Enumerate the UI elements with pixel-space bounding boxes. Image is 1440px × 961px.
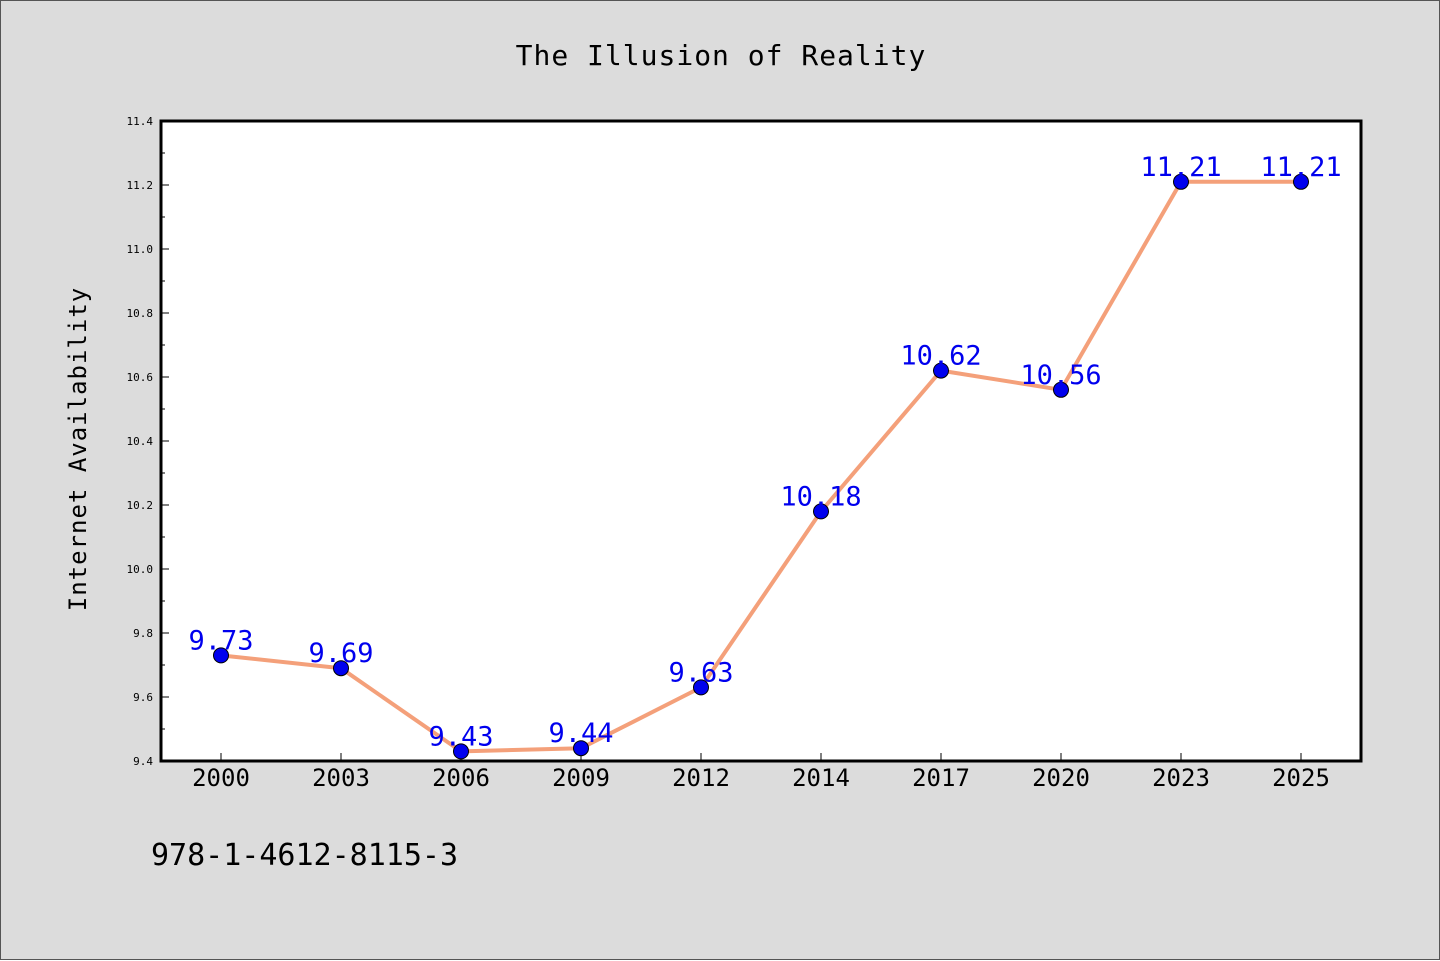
series-line [219,179,1303,754]
data-point [333,660,349,677]
data-point [933,362,949,379]
y-tick-label: 11.0 [127,243,154,256]
data-label: 11.21 [1260,152,1341,183]
y-tick-label: 9.4 [133,755,153,768]
y-tick-label: 9.8 [133,627,153,640]
y-tick-label: 10.2 [127,499,154,512]
data-label: 10.18 [780,481,861,512]
x-axis-ticks: 2000 2003 2006 2009 2012 2014 2017 2020 2023 2025 [192,753,1330,792]
y-tick-label: 10.4 [127,435,154,448]
y-tick-label: 10.8 [127,307,154,320]
data-point [453,743,469,760]
data-point [1173,173,1189,190]
data-point [1053,381,1069,398]
x-tick-label: 2003 [312,764,370,792]
y-tick-label: 9.6 [133,691,153,704]
x-tick-label: 2017 [912,764,970,792]
data-point [1293,173,1309,190]
y-axis-ticks: 9.4 9.6 9.8 10.0 10.2 10.4 10.6 10.8 11.0 11.2 11.… [127,115,169,768]
x-tick-label: 2025 [1272,764,1330,792]
y-axis-label: Internet Availability [64,287,92,611]
data-point [813,503,829,520]
data-label: 9.63 [668,657,733,688]
x-tick-label: 2023 [1152,764,1210,792]
plot-area [161,121,1361,761]
x-tick-label: 2014 [792,764,850,792]
data-point [693,679,709,696]
y-tick-label: 11.4 [127,115,154,128]
x-tick-label: 2009 [552,764,610,792]
y-tick-label: 11.2 [127,179,154,192]
chart-title: The Illusion of Reality [516,39,927,72]
data-labels: 9.73 9.69 9.43 9.44 9.63 10.18 10.62 10.56 11.21… [188,152,1341,753]
data-label: 11.21 [1140,152,1221,183]
data-label: 10.56 [1020,360,1101,391]
data-label: 9.73 [188,625,253,656]
data-label: 10.62 [900,341,981,372]
x-tick-label: 2006 [432,764,490,792]
data-point [213,647,229,664]
series-layer [213,173,1309,760]
data-label: 9.44 [548,718,613,749]
plot-frame [159,119,1363,763]
data-label: 9.69 [308,638,373,669]
y-tick-label: 10.6 [127,371,154,384]
y-tick-label: 10.0 [127,563,154,576]
x-tick-label: 2020 [1032,764,1090,792]
x-tick-label: 2012 [672,764,730,792]
x-tick-label: 2000 [192,764,250,792]
data-label: 9.43 [428,721,493,752]
data-point [573,740,589,757]
isbn-label: 978-1-4612-8115-3 [151,838,458,873]
